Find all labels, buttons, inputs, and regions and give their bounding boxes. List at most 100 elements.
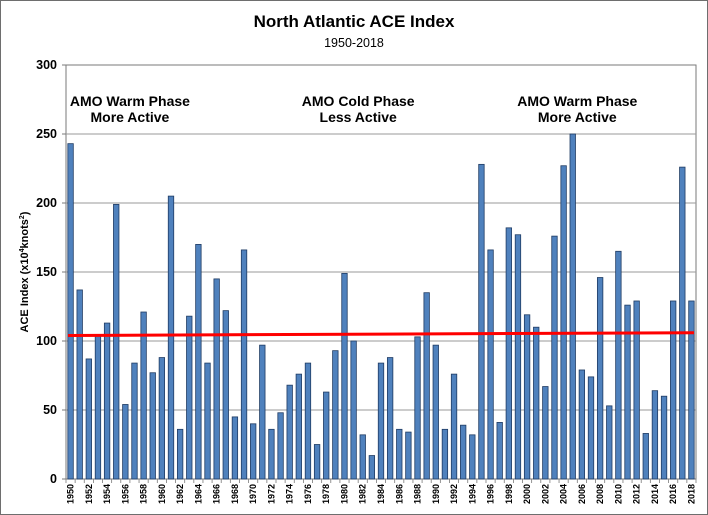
bar-1981 (350, 340, 357, 480)
annotation-1-line-1: AMO Warm Phase (70, 93, 190, 109)
bar-1994 (469, 434, 476, 480)
annotation-2-line-1: AMO Cold Phase (302, 93, 415, 109)
y-tick-label: 150 (36, 265, 57, 279)
x-tick-label: 1990 (431, 484, 441, 504)
x-tick-label: 2014 (650, 484, 660, 504)
bar-1964 (195, 243, 202, 480)
x-tick-label: 1960 (157, 484, 167, 504)
bar-1986 (396, 428, 403, 480)
bar-1965 (204, 362, 211, 480)
bar-1970 (250, 423, 257, 480)
bar-1952 (85, 358, 92, 480)
bar-2018 (688, 300, 695, 480)
bar-1990 (432, 344, 439, 480)
bar-1987 (405, 431, 412, 480)
trend-line-group (67, 331, 695, 337)
bar-1950 (67, 143, 74, 480)
bar-2017 (679, 166, 686, 480)
y-tick-label: 250 (36, 127, 57, 141)
x-tick-label: 1996 (486, 484, 496, 504)
y-tick-label: 200 (36, 196, 57, 210)
x-tick-label: 2016 (668, 484, 678, 504)
x-tick-label: 2008 (595, 484, 605, 504)
y-tick-label: 100 (36, 334, 57, 348)
annotation-3-line-2: More Active (538, 109, 617, 125)
bar-1977 (313, 444, 321, 480)
bar-1961 (167, 195, 175, 480)
bar-1975 (295, 373, 302, 480)
y-axis-label-mid: knots (19, 219, 31, 248)
x-tick-label: 1980 (339, 484, 349, 504)
bar-1983 (368, 455, 376, 480)
bars (67, 133, 695, 480)
bar-1992 (450, 373, 458, 480)
bar-1984 (377, 362, 385, 480)
x-tick-label: 1956 (120, 484, 130, 504)
bar-1974 (286, 384, 293, 480)
bar-1963 (186, 315, 193, 480)
x-tick-label: 1978 (321, 484, 331, 504)
x-tick-label: 2000 (522, 484, 532, 504)
x-tick-label: 2010 (613, 484, 623, 504)
bar-1971 (259, 344, 266, 480)
y-tick-label: 50 (43, 403, 57, 417)
x-tick-label: 1984 (376, 484, 386, 504)
bar-1966 (213, 278, 220, 480)
bar-2015 (660, 395, 668, 480)
bar-1982 (359, 434, 366, 480)
x-tick-label: 1952 (84, 484, 94, 504)
x-tick-label: 1972 (266, 484, 276, 504)
trend-line (67, 331, 695, 337)
bar-1967 (222, 310, 229, 480)
x-tick-label: 1974 (285, 484, 295, 504)
bar-1979 (332, 350, 339, 480)
bar-2011 (624, 304, 631, 480)
bar-2013 (642, 433, 649, 480)
x-tick-label: 1962 (175, 484, 185, 504)
bar-2007 (587, 376, 595, 480)
y-axis-label-end: ) (19, 211, 31, 215)
x-tick-label: 1966 (212, 484, 222, 504)
bar-1959 (149, 372, 156, 480)
bar-1993 (460, 424, 467, 480)
bar-2003 (551, 235, 558, 480)
bar-1958 (140, 311, 147, 480)
bar-1962 (176, 428, 184, 480)
y-axis-label: ACE Index (x104knots2) (19, 211, 31, 332)
bar-1960 (158, 357, 166, 480)
bar-1978 (323, 391, 330, 480)
bar-2001 (533, 326, 540, 480)
x-tick-label: 2012 (632, 484, 642, 504)
annotation-1-line-2: More Active (90, 109, 169, 125)
x-tick-label: 1976 (303, 484, 313, 504)
x-tick-label: 1998 (504, 484, 514, 504)
bar-2000 (523, 314, 531, 480)
x-tick-label: 2018 (686, 484, 696, 504)
bar-1991 (441, 428, 449, 480)
bar-2009 (606, 405, 613, 480)
bar-2006 (578, 369, 586, 480)
bar-1953 (94, 335, 102, 480)
bar-1957 (131, 362, 138, 480)
x-tick-label: 1954 (102, 484, 112, 504)
y-tick-label: 0 (50, 472, 57, 486)
bar-2010 (615, 250, 622, 480)
bar-2012 (633, 300, 640, 480)
bar-1969 (240, 249, 248, 480)
y-axis-label-sup1: 4 (19, 248, 26, 252)
x-tick-label: 1982 (358, 484, 368, 504)
x-tick-label: 1988 (413, 484, 423, 504)
bar-1998 (505, 227, 512, 480)
bar-1996 (487, 249, 494, 480)
y-axis-ticks: 0 50 100 150 200 250 300 (36, 58, 66, 486)
x-tick-label: 1970 (248, 484, 258, 504)
y-axis-label-sup2: 2 (19, 215, 26, 219)
bar-2016 (670, 300, 677, 480)
bar-1989 (423, 292, 430, 480)
y-axis-label-main: ACE Index (x10 (19, 252, 31, 332)
bar-1976 (304, 362, 312, 480)
bar-1968 (231, 416, 239, 480)
